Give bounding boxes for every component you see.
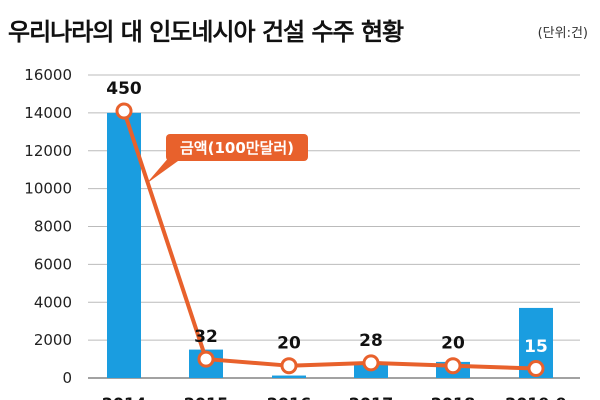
bar — [272, 375, 306, 378]
y-tick-label: 6000 — [34, 255, 72, 273]
y-tick-label: 16000 — [24, 66, 72, 84]
annotation-box — [166, 134, 308, 161]
y-tick-label: 14000 — [24, 104, 72, 122]
count-labels: 450 32 20 28 20 15 — [106, 79, 548, 357]
y-axis: 0 2000 4000 6000 8000 10000 12000 14000 16000 — [24, 66, 72, 387]
x-tick-label: 2017 — [349, 394, 394, 400]
bar — [107, 112, 141, 378]
y-tick-label: 4000 — [34, 293, 72, 311]
line-point — [280, 357, 298, 375]
series-line — [122, 110, 537, 371]
line-point — [527, 360, 545, 378]
y-tick-label: 10000 — [24, 180, 72, 198]
x-tick-label: 2018 — [431, 394, 476, 400]
line-point — [362, 354, 380, 372]
x-tick-label: 2014 — [102, 394, 147, 400]
count-label: 20 — [441, 334, 465, 354]
line-series — [115, 102, 545, 378]
y-tick-label: 0 — [62, 369, 72, 387]
bar — [354, 364, 388, 378]
series-annotation: 금액(100만달러) — [146, 134, 308, 184]
y-tick-label: 12000 — [24, 142, 72, 160]
y-tick-label: 2000 — [34, 331, 72, 349]
line-point — [115, 102, 133, 120]
annotation-label: 금액(100만달러) — [180, 139, 294, 157]
unit-label: (단위:건) — [537, 26, 588, 41]
annotation-pointer — [146, 156, 178, 184]
line-point — [197, 350, 215, 368]
chart-title: 우리나라의 대 인도네시아 건설 수주 현황 — [8, 18, 404, 46]
count-label: 450 — [106, 79, 142, 99]
y-tick-label: 8000 — [34, 218, 72, 236]
x-tick-label: 2019.9 — [505, 394, 567, 400]
gridlines — [88, 74, 580, 379]
count-label: 20 — [277, 334, 301, 354]
count-label: 32 — [194, 327, 218, 347]
x-tick-label: 2016 — [267, 394, 312, 400]
line-point — [444, 357, 462, 375]
count-label: 28 — [359, 331, 383, 351]
count-label: 15 — [524, 337, 548, 357]
